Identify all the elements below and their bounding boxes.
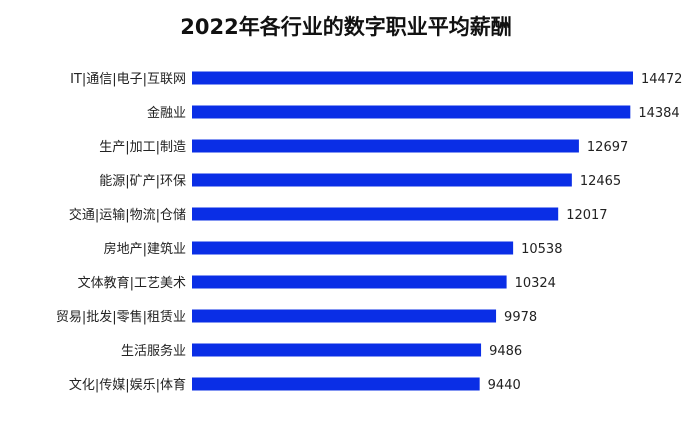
bar — [192, 139, 579, 153]
category-label: 文化|传媒|娱乐|体育 — [69, 377, 186, 393]
bar — [192, 173, 572, 187]
value-label: 9486 — [489, 344, 522, 359]
category-label: 生产|加工|制造 — [99, 140, 186, 155]
bar — [192, 71, 633, 85]
category-label: 房地产|建筑业 — [104, 241, 186, 257]
category-label: 生活服务业 — [121, 343, 186, 359]
bars-group: IT|通信|电子|互联网 14472 金融业 14384 生产|加工|制造 12697 能源… — [56, 71, 682, 393]
bar — [192, 105, 631, 119]
value-label: 10324 — [515, 276, 556, 291]
bar — [192, 207, 559, 221]
bar — [192, 343, 482, 357]
category-label: 贸易|批发|零售|租赁业 — [56, 309, 186, 325]
category-label: 文体教育|工艺美术 — [78, 275, 186, 291]
value-label: 9978 — [504, 310, 537, 325]
bar — [192, 241, 514, 255]
value-label: 14472 — [641, 72, 682, 87]
value-label: 12697 — [587, 140, 628, 155]
category-label: 能源|矿产|环保 — [99, 174, 186, 189]
bar — [192, 377, 480, 391]
chart-title: 2022年各行业的数字职业平均薪酬 — [180, 15, 511, 39]
category-label: IT|通信|电子|互联网 — [70, 72, 186, 87]
category-label: 金融业 — [147, 105, 186, 121]
category-label: 交通|运输|物流|仓储 — [69, 207, 186, 223]
value-label: 12465 — [580, 174, 621, 189]
value-label: 9440 — [488, 378, 521, 393]
value-label: 10538 — [521, 242, 562, 257]
bar — [192, 275, 507, 289]
bar — [192, 309, 497, 323]
value-label: 12017 — [566, 208, 607, 223]
value-label: 14384 — [638, 106, 679, 121]
